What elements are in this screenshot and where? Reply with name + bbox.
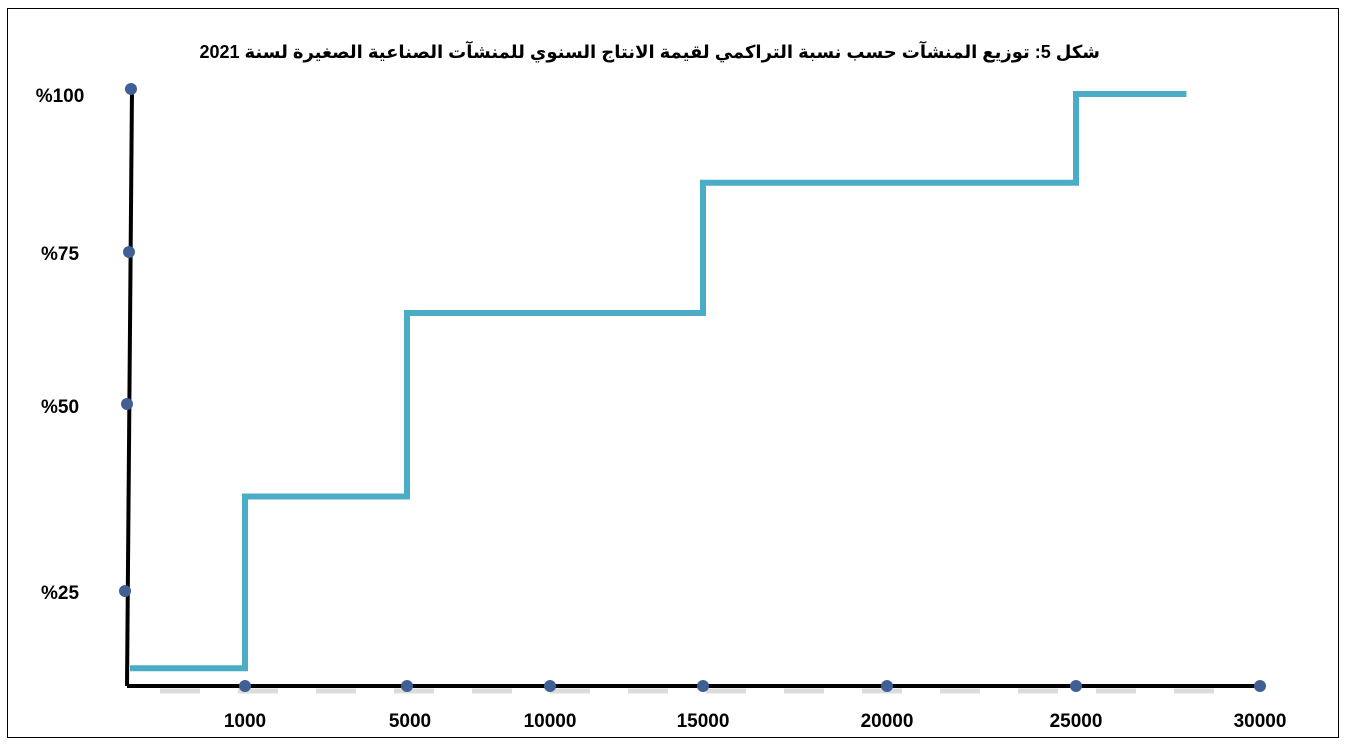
x-tick-marker-20000 — [881, 680, 893, 692]
x-tick-label-10000: 10000 — [524, 711, 577, 732]
y-tick-label-2: %75 — [41, 244, 79, 265]
y-tick-label-3: %100 — [36, 86, 85, 107]
chart-frame — [7, 8, 1339, 738]
y-tick-label-1: %50 — [41, 397, 79, 418]
series-line-0 — [130, 91, 1187, 672]
y-tick-marker-2 — [123, 246, 135, 258]
y-tick-marker-0 — [119, 585, 131, 597]
x-tick-marker-15000 — [697, 680, 709, 692]
x-tick-label-1000: 1000 — [224, 711, 266, 732]
y-tick-label-0: %25 — [41, 583, 79, 604]
y-tick-marker-3 — [125, 83, 137, 95]
x-tick-label-25000: 25000 — [1050, 711, 1103, 732]
x-tick-label-15000: 15000 — [677, 711, 730, 732]
x-tick-marker-25000 — [1070, 680, 1082, 692]
y-tick-marker-1 — [121, 398, 133, 410]
x-tick-label-30000: 30000 — [1234, 711, 1287, 732]
x-tick-marker-5000 — [401, 680, 413, 692]
x-tick-label-5000: 5000 — [389, 711, 431, 732]
x-tick-marker-30000 — [1254, 680, 1266, 692]
x-tick-marker-10000 — [544, 680, 556, 692]
chart-title: شكل 5: توزيع المنشآت حسب نسبة التراكمي ل… — [199, 42, 1100, 62]
x-tick-marker-1000 — [239, 680, 251, 692]
x-tick-label-20000: 20000 — [861, 711, 914, 732]
